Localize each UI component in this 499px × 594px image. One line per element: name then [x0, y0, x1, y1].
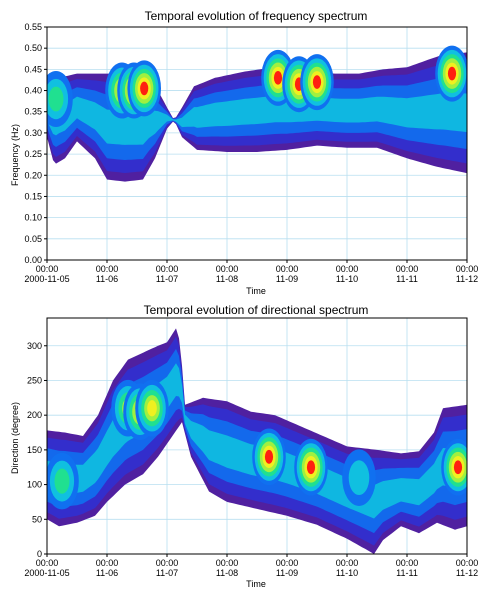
x-tick-label-date: 11-11	[396, 274, 418, 284]
x-tick-label-time: 00:00	[216, 264, 239, 274]
x-tick-label-time: 00:00	[396, 558, 419, 568]
frequency-y-axis: 0.00 0.05 0.10 0.15 0.20 0.25 0.30 0.35 0.40 0.45…	[24, 22, 47, 265]
x-tick-label-date: 11-06	[96, 274, 118, 284]
spectral-peak	[127, 60, 161, 117]
spectral-peak	[441, 438, 467, 496]
directional-chart-title: Temporal evolution of directional spectr…	[144, 303, 369, 317]
spectral-peak	[342, 449, 376, 506]
frequency-chart-x-axis-label: Time	[246, 286, 266, 296]
peak-contour-level-4	[54, 468, 70, 494]
spectral-peak	[252, 428, 286, 486]
directional-chart-y-axis-label: Direction (degree)	[10, 402, 20, 474]
directional-y-axis: 0 50 100 150 200 250 300	[27, 341, 47, 559]
y-tick-label: 0.20	[24, 170, 42, 180]
y-tick-label: 50	[32, 514, 42, 524]
peak-contour-level-4	[48, 86, 64, 112]
x-tick-label-time: 00:00	[216, 558, 239, 568]
x-tick-label-date: 11-09	[276, 568, 298, 578]
x-tick-label-date: 11-12	[456, 274, 478, 284]
peak-contour-level-7	[447, 66, 457, 81]
x-tick-label-date: 11-10	[336, 274, 358, 284]
x-tick-label-date: 11-06	[96, 568, 118, 578]
y-tick-label: 0.30	[24, 128, 42, 138]
x-tick-label-time: 00:00	[336, 264, 359, 274]
y-tick-label: 0.40	[24, 86, 42, 96]
x-tick-label-date: 11-09	[276, 274, 298, 284]
peak-contour-level-7	[264, 449, 274, 464]
peak-contour-level-7	[140, 81, 149, 96]
x-tick-label-time: 00:00	[456, 264, 479, 274]
x-tick-label-time: 00:00	[336, 558, 359, 568]
y-tick-label: 300	[27, 341, 42, 351]
x-tick-label-time: 00:00	[36, 558, 59, 568]
x-tick-label-date: 11-07	[156, 568, 178, 578]
spectral-peak	[294, 438, 328, 496]
y-tick-label: 250	[27, 375, 42, 385]
x-tick-label-date: 11-11	[396, 568, 418, 578]
directional-x-axis: 00:002000-11-0500:0011-0600:0011-0700:00…	[24, 554, 478, 578]
x-tick-label-time: 00:00	[96, 558, 119, 568]
contour-band-level-3	[47, 93, 467, 145]
frequency-spectrum-chart: Temporal evolution of frequency spectrum…	[10, 9, 478, 296]
peak-contour-level-7	[453, 460, 463, 475]
y-tick-label: 0.25	[24, 149, 42, 159]
spectral-peak	[435, 45, 467, 102]
x-tick-label-date: 11-07	[156, 274, 178, 284]
spectral-peak	[47, 71, 73, 128]
frequency-x-axis: 00:002000-11-0500:0011-0600:0011-0700:00…	[24, 260, 478, 284]
x-tick-label-date: 11-12	[456, 568, 478, 578]
x-tick-label-time: 00:00	[156, 264, 179, 274]
spectral-peak	[300, 54, 334, 111]
x-tick-label-time: 00:00	[276, 558, 299, 568]
frequency-chart-title: Temporal evolution of frequency spectrum	[145, 9, 368, 23]
x-tick-label-date: 11-08	[216, 568, 238, 578]
directional-axes-frame	[46, 317, 468, 555]
frequency-axes-frame	[46, 26, 468, 261]
y-tick-label: 0.50	[24, 43, 42, 53]
frequency-chart-y-axis-label: Frequency (Hz)	[10, 124, 20, 186]
directional-spectrum-chart: Temporal evolution of directional spectr…	[10, 303, 478, 589]
y-tick-label: 0.45	[24, 64, 42, 74]
x-tick-label-date: 11-08	[216, 274, 238, 284]
y-tick-label: 0.55	[24, 22, 42, 32]
peak-contour-level-7	[312, 75, 322, 89]
directional-spectral-band	[47, 328, 467, 554]
y-tick-label: 150	[27, 445, 42, 455]
y-tick-label: 0.05	[24, 234, 42, 244]
y-tick-label: 0	[37, 549, 42, 559]
x-tick-label-time: 00:00	[276, 264, 299, 274]
spectral-peak	[47, 452, 79, 510]
x-tick-label-date: 2000-11-05	[24, 274, 69, 284]
y-tick-label: 100	[27, 480, 42, 490]
y-tick-label: 0.00	[24, 255, 42, 265]
peak-contour-level-7	[273, 71, 283, 85]
y-tick-label: 200	[27, 410, 42, 420]
x-tick-label-time: 00:00	[36, 264, 59, 274]
peak-contour-level-7	[306, 460, 316, 475]
frequency-spectral-band	[47, 45, 467, 182]
directional-chart-x-axis-label: Time	[246, 579, 266, 589]
peak-contour-level-6	[147, 400, 157, 417]
x-tick-label-time: 00:00	[96, 264, 119, 274]
x-tick-label-date: 2000-11-05	[24, 568, 69, 578]
peak-contour-level-3	[348, 460, 370, 496]
spectral-peak	[135, 379, 169, 437]
y-tick-label: 0.35	[24, 107, 42, 117]
y-tick-label: 0.10	[24, 213, 42, 223]
x-tick-label-time: 00:00	[156, 558, 179, 568]
y-tick-label: 0.15	[24, 191, 42, 201]
x-tick-label-time: 00:00	[396, 264, 419, 274]
x-tick-label-date: 11-10	[336, 568, 358, 578]
x-tick-label-time: 00:00	[456, 558, 479, 568]
